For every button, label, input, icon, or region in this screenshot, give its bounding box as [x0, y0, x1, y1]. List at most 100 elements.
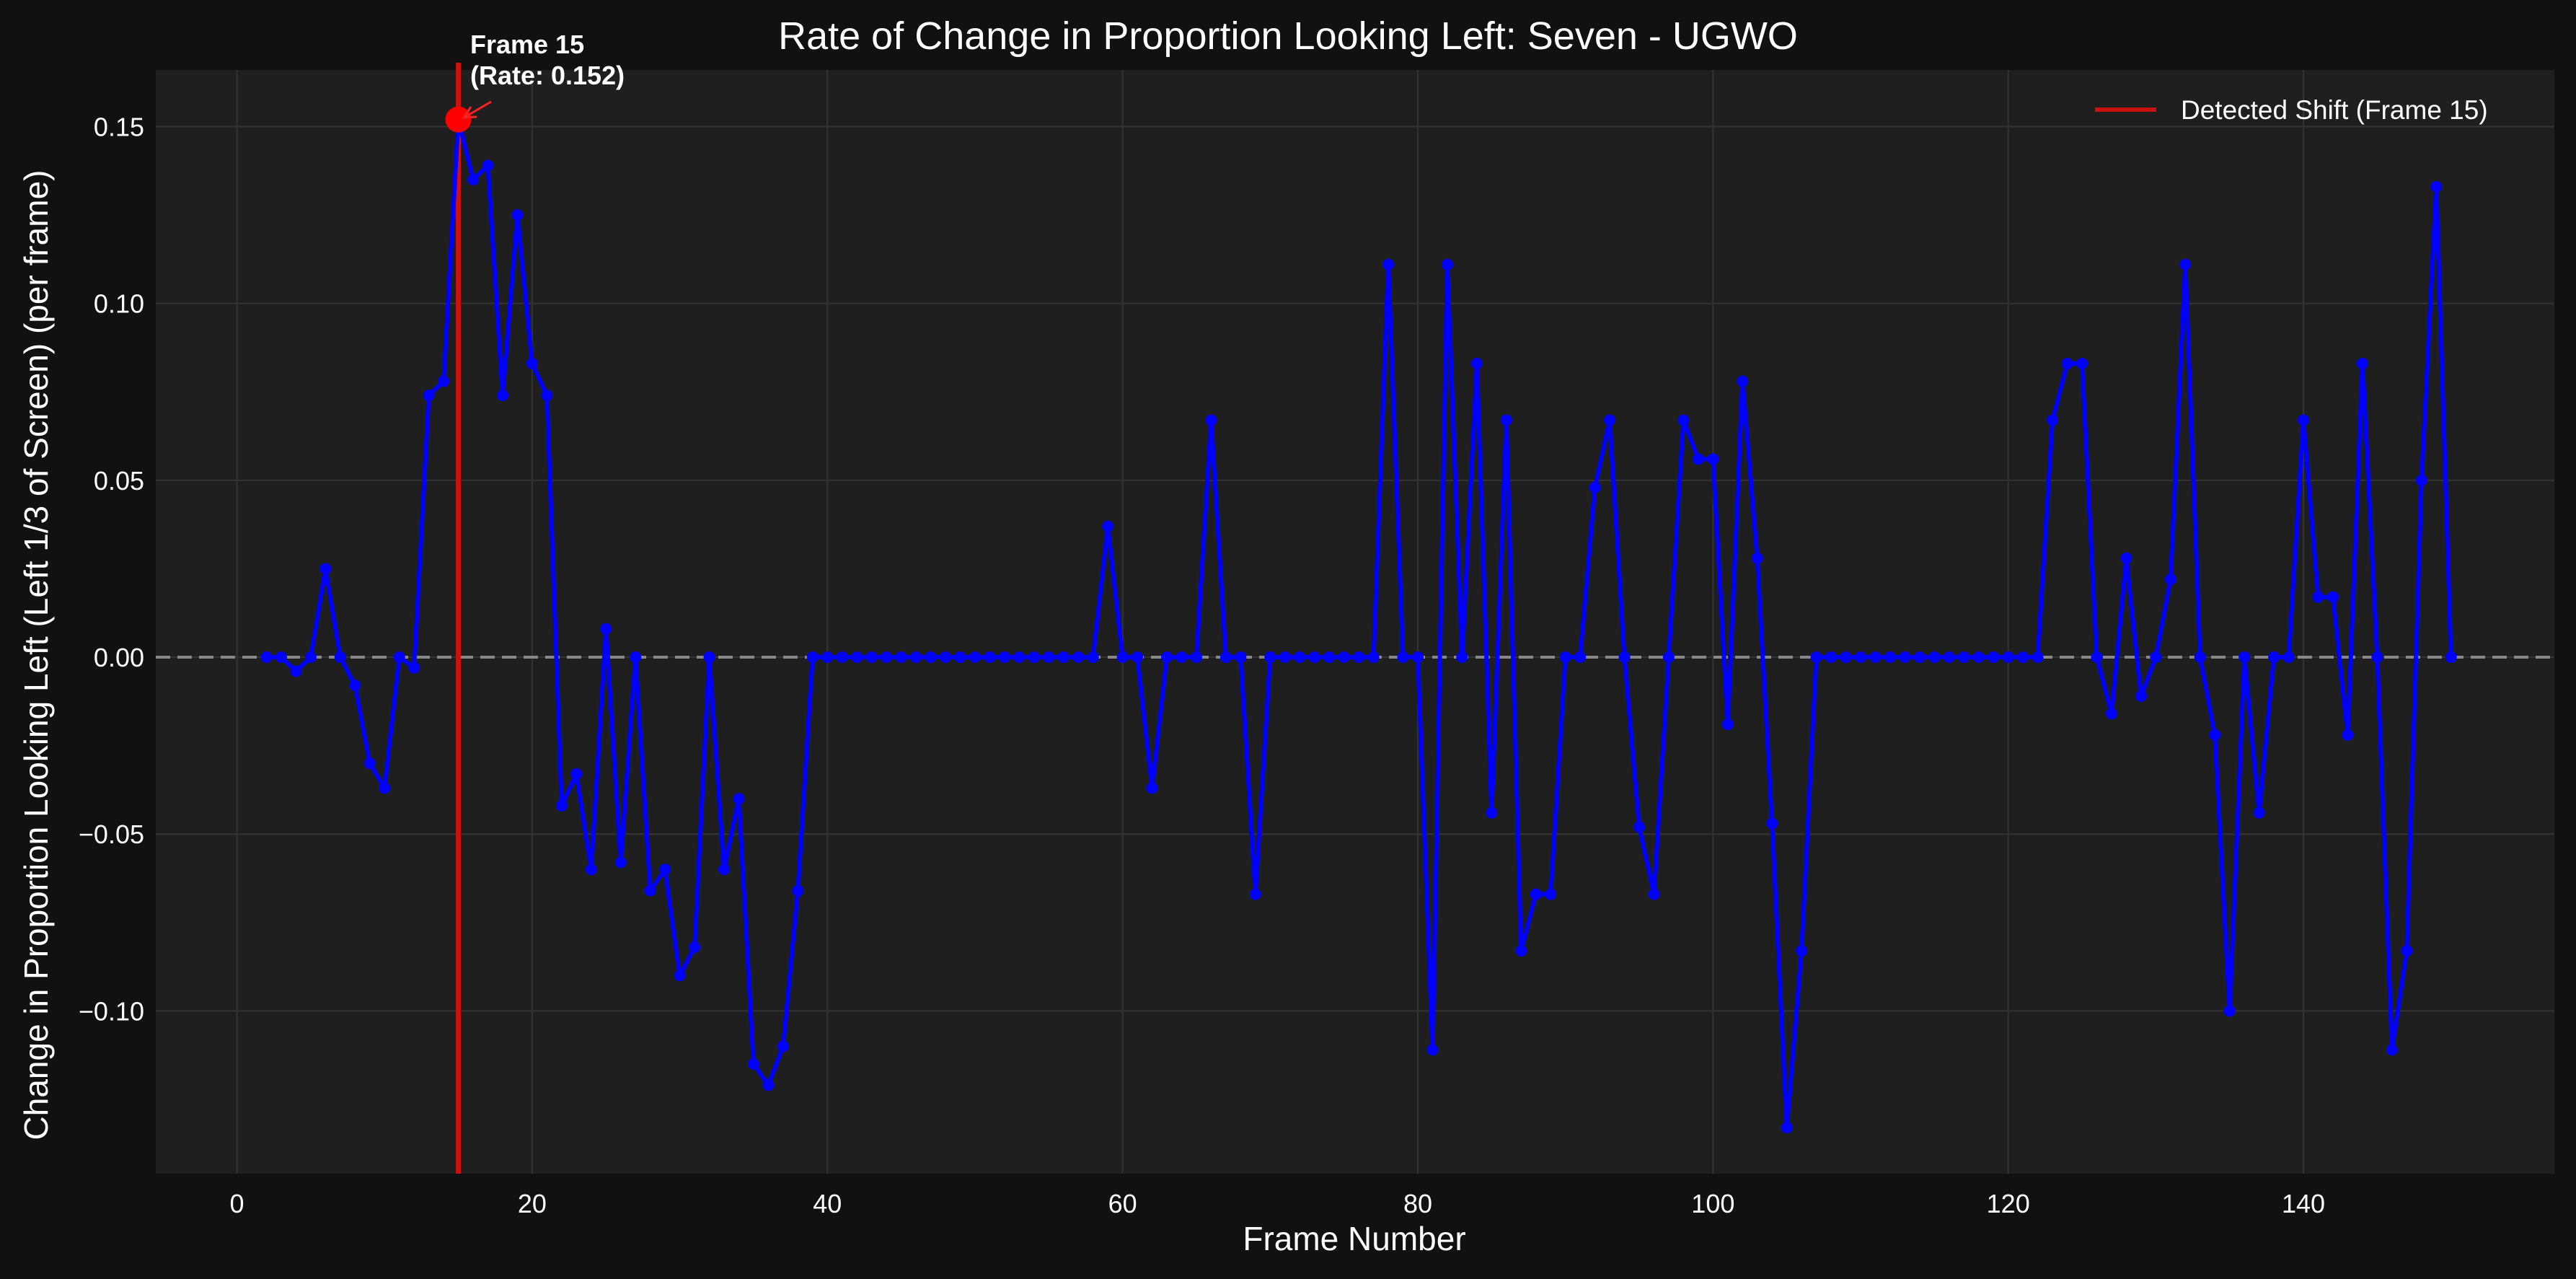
y-tick-label: −0.05: [79, 819, 144, 849]
data-point: [689, 941, 701, 954]
data-point: [2194, 651, 2206, 664]
data-point: [482, 159, 494, 172]
data-point: [1013, 651, 1025, 664]
data-point: [2017, 651, 2029, 664]
data-point: [496, 390, 508, 402]
data-point: [1869, 651, 1882, 664]
data-point: [1308, 651, 1320, 664]
data-point: [1470, 358, 1483, 370]
data-point: [290, 665, 302, 677]
data-point: [275, 651, 287, 664]
x-tick-label: 100: [1691, 1189, 1734, 1218]
annotation-arrow: [464, 100, 492, 118]
data-point: [2002, 651, 2014, 664]
data-point: [1411, 651, 1424, 664]
data-point: [304, 651, 317, 664]
data-point: [1796, 945, 1808, 957]
data-point: [526, 358, 538, 370]
data-point: [1456, 651, 1468, 664]
x-tick-label: 60: [1108, 1189, 1137, 1218]
data-point: [1530, 888, 1542, 900]
data-point: [1662, 651, 1675, 664]
data-point: [2342, 729, 2354, 741]
data-point: [1692, 453, 1704, 465]
data-point: [1545, 888, 1557, 900]
data-point: [733, 793, 745, 805]
data-point: [2150, 651, 2162, 664]
x-tick-label: 120: [1987, 1189, 2030, 1218]
x-tick-label: 40: [813, 1189, 842, 1218]
data-point: [718, 863, 731, 876]
data-point: [1279, 651, 1291, 664]
data-point: [1116, 651, 1129, 664]
data-point: [1264, 651, 1276, 664]
y-tick-label: −0.10: [79, 996, 144, 1026]
data-point: [2076, 358, 2088, 370]
data-point: [1486, 806, 1498, 819]
data-point: [260, 651, 273, 664]
data-point: [895, 651, 907, 664]
x-tick-label: 0: [230, 1189, 244, 1218]
data-point: [2135, 690, 2147, 702]
data-point: [1175, 651, 1188, 664]
data-point: [1840, 651, 1852, 664]
data-point: [1972, 651, 1985, 664]
data-point: [1988, 651, 2000, 664]
data-point: [2091, 651, 2103, 664]
x-tick-label: 140: [2282, 1189, 2325, 1218]
data-point: [1397, 651, 1409, 664]
data-point: [1161, 651, 1173, 664]
data-point: [703, 651, 715, 664]
data-point: [1249, 888, 1261, 900]
data-point: [393, 651, 405, 664]
data-point: [511, 209, 524, 221]
data-point: [2120, 552, 2132, 564]
data-point: [2032, 651, 2044, 664]
data-point: [881, 651, 893, 664]
chart-title: Rate of Change in Proportion Looking Lef…: [778, 14, 1798, 58]
data-point: [1338, 651, 1350, 664]
data-point: [570, 768, 583, 780]
y-tick-label: 0.00: [94, 643, 144, 672]
y-tick-label: 0.05: [94, 466, 144, 496]
data-point: [1323, 651, 1336, 664]
data-point: [1500, 414, 1512, 426]
data-point: [1721, 718, 1734, 731]
data-point: [2401, 945, 2413, 957]
data-point: [2282, 651, 2295, 664]
data-point: [792, 884, 804, 897]
data-point: [1072, 651, 1085, 664]
data-point: [1633, 821, 1646, 833]
legend: Detected Shift (Frame 15): [2095, 95, 2488, 125]
data-point: [1294, 651, 1306, 664]
data-point: [777, 1040, 789, 1052]
x-axis-label: Frame Number: [1243, 1220, 1465, 1257]
data-point: [1441, 258, 1453, 271]
data-point: [1087, 651, 1099, 664]
data-point: [379, 782, 391, 794]
x-tick-label: 80: [1403, 1189, 1432, 1218]
data-point: [1132, 651, 1144, 664]
data-point: [940, 651, 952, 664]
data-point: [2298, 414, 2310, 426]
data-point: [806, 651, 819, 664]
data-point: [1604, 414, 1616, 426]
data-point: [1028, 651, 1040, 664]
data-point: [1146, 782, 1158, 794]
data-point: [2047, 414, 2059, 426]
data-point: [2253, 806, 2265, 819]
data-point: [1219, 651, 1232, 664]
data-point: [630, 651, 642, 664]
data-point: [2312, 591, 2324, 603]
data-point: [1515, 945, 1527, 957]
data-point: [2356, 358, 2368, 370]
data-point: [467, 174, 480, 186]
data-point: [1426, 1044, 1439, 1056]
data-point: [438, 375, 450, 387]
data-point: [644, 884, 656, 897]
data-point: [1057, 651, 1069, 664]
data-point: [1205, 414, 1217, 426]
data-point: [1190, 651, 1202, 664]
data-point: [1367, 651, 1380, 664]
